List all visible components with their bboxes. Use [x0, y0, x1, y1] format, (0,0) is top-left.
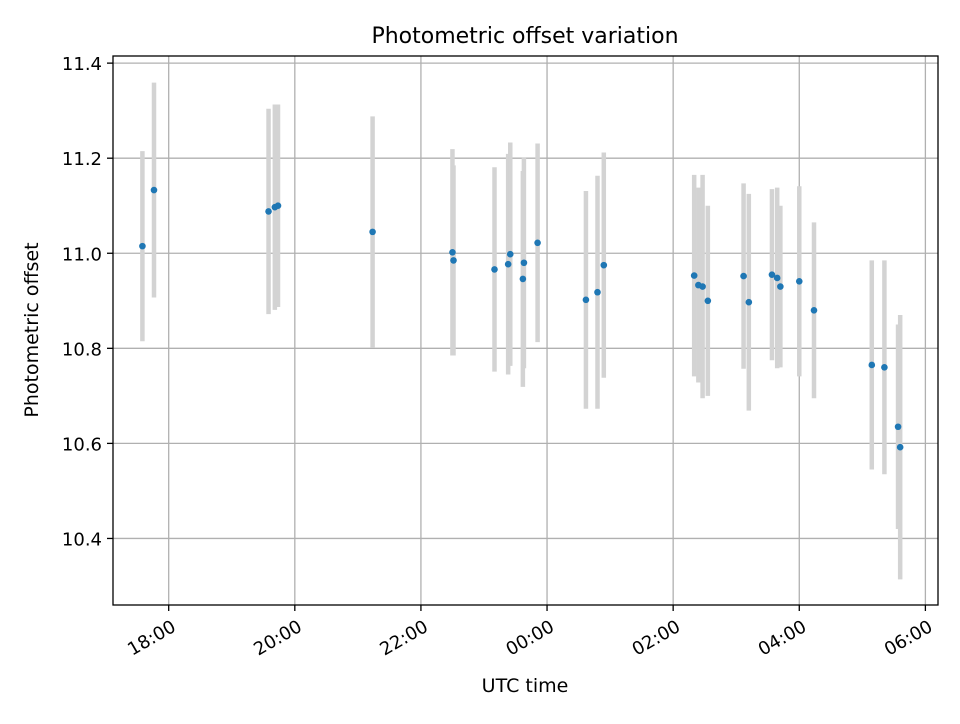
data-point	[520, 259, 528, 267]
data-point	[274, 202, 282, 210]
data-point	[600, 261, 608, 269]
data-point	[795, 278, 803, 285]
y-tick-label: 11.4	[62, 54, 102, 75]
error-bars	[140, 82, 903, 580]
data-point	[582, 296, 590, 304]
data-point	[704, 297, 712, 305]
data-point	[506, 250, 514, 258]
y-tick-label: 10.4	[62, 529, 102, 550]
data-point	[745, 298, 753, 306]
x-axis-ticks: 18:00 20:00 22:00 00:00 02:00 04:00 06:00	[124, 605, 936, 660]
y-tick-label: 11.0	[62, 244, 102, 265]
y-axis-label: Photometric offset	[21, 242, 43, 417]
data-point	[868, 361, 876, 369]
data-point	[265, 208, 272, 215]
plot-area-frame	[112, 55, 939, 606]
x-tick-label: 04:00	[755, 616, 810, 660]
data-point	[369, 228, 376, 236]
data-point	[491, 266, 498, 273]
y-tick-label: 11.2	[62, 149, 102, 170]
chart-title: Photometric offset variation	[371, 24, 678, 49]
data-point	[519, 275, 527, 283]
data-points	[139, 186, 904, 451]
data-point	[594, 288, 601, 296]
x-axis-label: UTC time	[482, 675, 569, 697]
data-point	[504, 260, 512, 268]
data-point	[881, 364, 888, 371]
data-point	[690, 272, 698, 279]
data-point	[773, 274, 781, 282]
x-tick-label: 02:00	[629, 616, 684, 660]
x-tick-label: 06:00	[881, 616, 936, 660]
y-tick-label: 10.8	[62, 339, 102, 360]
x-tick-label: 22:00	[376, 616, 431, 660]
data-point	[810, 306, 818, 314]
data-point	[449, 249, 456, 256]
data-point	[740, 272, 747, 280]
data-point	[534, 239, 541, 247]
data-point	[894, 423, 902, 431]
data-point	[777, 283, 784, 290]
data-point	[896, 443, 904, 451]
data-point	[450, 257, 457, 264]
y-tick-label: 10.6	[62, 434, 102, 455]
x-tick-label: 00:00	[503, 616, 558, 660]
data-point	[139, 242, 146, 250]
data-point	[150, 186, 158, 194]
x-tick-label: 20:00	[250, 616, 305, 660]
y-axis-ticks: 10.4 10.6 10.8 11.0 11.2 11.4	[62, 54, 113, 550]
data-point	[768, 271, 776, 278]
data-point	[699, 283, 706, 290]
x-tick-label: 18:00	[124, 616, 179, 660]
